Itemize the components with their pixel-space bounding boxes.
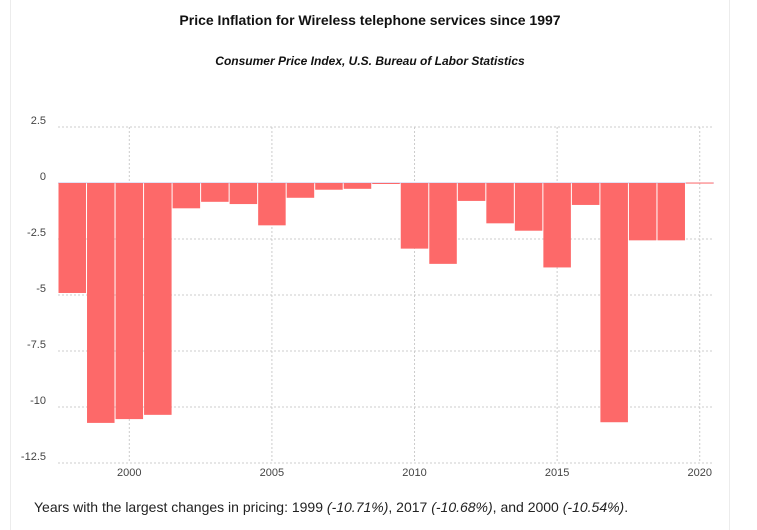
bar-2002 <box>172 183 201 209</box>
y-tick-label: -2.5 <box>27 227 46 239</box>
x-tick-label: 2015 <box>545 467 569 479</box>
x-tick-label: 2005 <box>260 467 284 479</box>
summary-separator-2: , and <box>492 499 528 515</box>
summary-item1-value: (-10.71%) <box>326 499 389 515</box>
chart-panel <box>10 0 730 530</box>
bar-2011 <box>429 183 457 264</box>
x-tick-label: 2000 <box>117 467 141 479</box>
bar-2004 <box>229 183 258 205</box>
bar-2012 <box>457 183 486 201</box>
bar-2007 <box>315 183 343 190</box>
y-tick-label: 0 <box>40 171 46 183</box>
bar-2010 <box>400 183 429 249</box>
bar-2014 <box>514 183 543 231</box>
summary-item3-value: (-10.54%) <box>562 499 625 515</box>
bar-2009 <box>372 183 400 184</box>
bar-2000 <box>115 183 144 420</box>
summary-prefix: Years with the largest changes in pricin… <box>34 499 292 515</box>
summary-item2-year: 2017 <box>396 499 428 515</box>
chart-title: Price Inflation for Wireless telephone s… <box>179 12 561 28</box>
bar-2017 <box>600 183 628 423</box>
bar-series <box>58 182 714 423</box>
summary-item1-year: 1999 <box>291 499 324 515</box>
y-tick-label: -10 <box>30 395 46 407</box>
bar-2005 <box>258 183 286 226</box>
summary-suffix: . <box>624 499 629 515</box>
y-tick-label: -12.5 <box>21 451 46 463</box>
bar-2018 <box>628 183 657 241</box>
bar-2013 <box>486 183 514 224</box>
summary-item2-value: (-10.68%) <box>431 499 493 515</box>
y-tick-label: -7.5 <box>27 339 46 351</box>
x-tick-label: 2020 <box>687 467 711 479</box>
bar-1999 <box>87 183 115 423</box>
bar-1998 <box>58 183 87 293</box>
largest-changes-summary: Years with the largest changes in pricin… <box>34 499 628 515</box>
bar-2003 <box>201 183 229 202</box>
bar-2020 <box>685 182 714 184</box>
bar-2008 <box>343 183 372 189</box>
bar-2016 <box>571 183 600 205</box>
chart-subtitle: Consumer Price Index, U.S. Bureau of Lab… <box>215 54 525 68</box>
bar-2015 <box>543 183 571 268</box>
x-axis-ticks: 2000 2005 2010 2015 2020 <box>117 467 712 479</box>
bar-2006 <box>286 183 315 198</box>
y-axis-ticks: 2.5 0 -2.5 -5 -7.5 -10 -12.5 <box>21 115 46 463</box>
summary-item3-year: 2000 <box>527 499 559 515</box>
bar-2019 <box>657 183 685 241</box>
bar-2001 <box>144 183 172 415</box>
summary-separator-1: , <box>388 499 397 515</box>
y-tick-label: 2.5 <box>31 115 46 127</box>
y-tick-label: -5 <box>36 283 46 295</box>
x-tick-label: 2010 <box>402 467 426 479</box>
